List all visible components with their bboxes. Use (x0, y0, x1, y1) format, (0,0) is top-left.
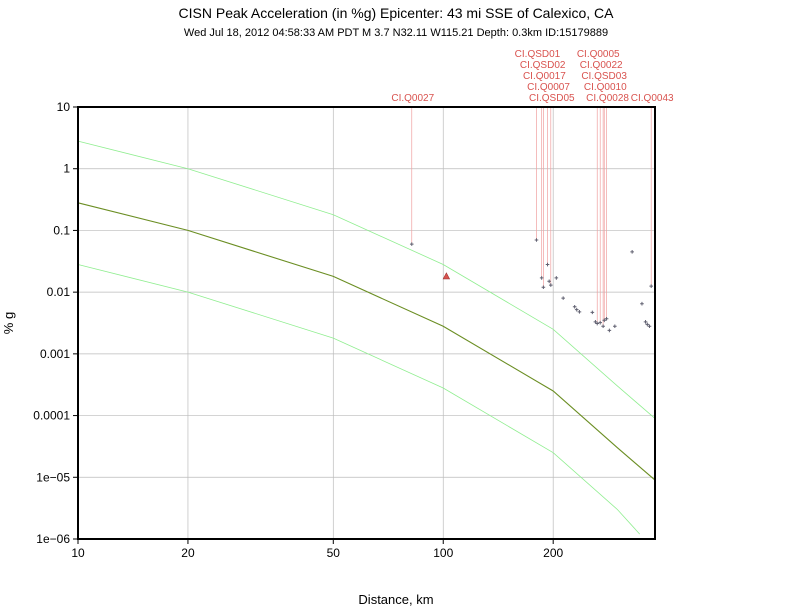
lower-bound-curve (77, 264, 640, 535)
y-tick-label: 0.001 (40, 347, 70, 361)
station-label: CI.Q0010 (584, 82, 627, 93)
station-labels: CI.Q0027 CI.QSD01CI.QSD02CI.Q0017CI.Q0007… (391, 49, 674, 104)
highlight-triangle-point (442, 272, 451, 280)
station-label: CI.Q0017 (523, 71, 566, 82)
x-tick-label: 50 (327, 546, 341, 560)
data-point (534, 238, 539, 242)
data-point (598, 320, 603, 325)
station-label: CI.Q0028 (586, 93, 629, 104)
data-point (590, 310, 595, 315)
grid-lines (77, 106, 655, 540)
data-point (595, 321, 600, 326)
data-point (601, 324, 605, 329)
data-point (574, 307, 579, 312)
plot-frame (77, 106, 656, 540)
data-point (593, 320, 598, 324)
x-axis-label: Distance, km (358, 592, 433, 607)
y-axis-label: % g (1, 312, 16, 334)
x-tick-label: 10 (71, 546, 85, 560)
data-point (630, 250, 634, 254)
y-tick-label: 10 (57, 100, 71, 114)
data-point (541, 285, 546, 290)
station-leader-lines (411, 108, 652, 327)
y-tick-label: 0.01 (47, 285, 71, 299)
y-tick-label: 0.1 (53, 223, 70, 237)
x-tick-label: 200 (543, 546, 563, 560)
data-point (547, 279, 551, 284)
x-axis-ticks: 10 20 50 100 200 (71, 539, 564, 560)
station-label: CI.QSD01 (515, 49, 561, 60)
data-point (607, 328, 612, 333)
data-point (645, 322, 650, 327)
data-point (572, 304, 577, 309)
data-point (561, 296, 565, 300)
data-points (409, 238, 653, 333)
y-tick-label: 1e−05 (36, 470, 70, 484)
data-point (602, 318, 607, 323)
x-tick-label: 20 (181, 546, 195, 560)
data-point (548, 283, 553, 287)
y-tick-label: 0.0001 (33, 409, 70, 423)
upper-bound-curve (77, 140, 656, 419)
data-point (539, 276, 544, 280)
data-point (554, 276, 559, 280)
y-axis-ticks: 10 1 0.1 0.01 0.001 0.0001 1e−05 1e−06 (33, 100, 78, 546)
station-label: CI.Q0027 (391, 93, 434, 104)
station-label: CI.QSD02 (520, 60, 566, 71)
station-label: CI.Q0022 (580, 60, 623, 71)
station-label: CI.Q0007 (527, 82, 570, 93)
station-label: CI.QSD05 (529, 93, 575, 104)
x-tick-label: 100 (433, 546, 453, 560)
data-point (640, 301, 644, 306)
data-point (409, 242, 414, 246)
station-label: CI.Q0005 (577, 49, 620, 60)
station-label: CI.Q0043 (631, 93, 674, 104)
data-point (613, 324, 617, 329)
model-curves (77, 140, 656, 535)
data-point (649, 284, 653, 288)
y-tick-label: 1 (63, 162, 70, 176)
chart-subtitle: Wed Jul 18, 2012 04:58:33 AM PDT M 3.7 N… (184, 27, 608, 39)
data-point (545, 262, 550, 267)
median-curve (77, 202, 656, 481)
data-point (643, 320, 648, 324)
y-tick-label: 1e−06 (36, 532, 70, 546)
chart-title: CISN Peak Acceleration (in %g) Epicenter… (179, 5, 615, 21)
station-label: CI.QSD03 (581, 71, 627, 82)
data-point (604, 316, 609, 321)
data-point (647, 324, 652, 329)
data-point (577, 310, 582, 314)
